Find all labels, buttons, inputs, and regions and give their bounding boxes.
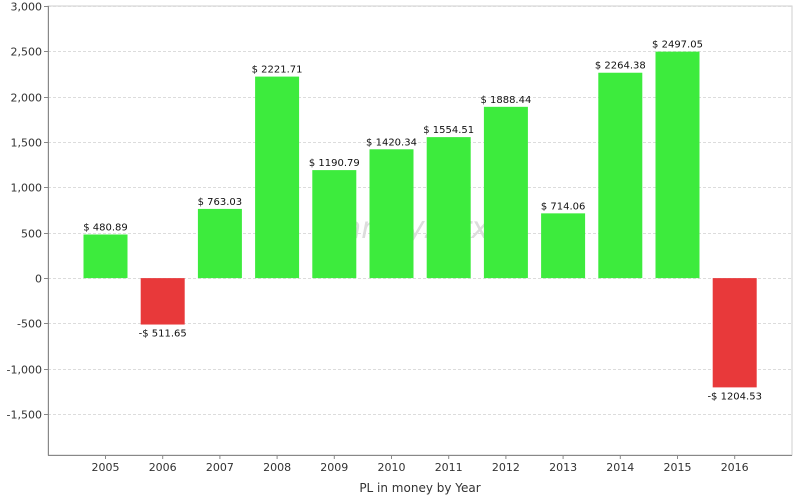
data-label-2007: $ 763.03 — [198, 197, 243, 208]
y-tick-label: 500 — [21, 228, 42, 241]
y-tick-label: -1,000 — [7, 364, 42, 377]
data-label-2012: $ 1888.44 — [480, 95, 531, 106]
y-tick-label: 0 — [35, 273, 42, 286]
bar-2007 — [197, 208, 242, 279]
x-tick-label-2007: 2007 — [206, 461, 234, 474]
bar-2008 — [255, 76, 300, 279]
bar-2012 — [483, 106, 528, 279]
x-tick-label-2006: 2006 — [149, 461, 177, 474]
data-label-2013: $ 714.06 — [541, 201, 586, 212]
x-tick-label-2014: 2014 — [606, 461, 634, 474]
bar-2006 — [140, 278, 185, 325]
x-tick-label-2013: 2013 — [549, 461, 577, 474]
data-label-2009: $ 1190.79 — [309, 158, 360, 169]
y-tick-label: 1,000 — [11, 182, 43, 195]
bars — [83, 51, 757, 388]
y-tick-label: -500 — [17, 318, 42, 331]
data-label-2014: $ 2264.38 — [595, 61, 646, 72]
bar-2015 — [655, 51, 700, 279]
data-label-2011: $ 1554.51 — [423, 125, 474, 136]
data-label-2015: $ 2497.05 — [652, 40, 703, 51]
bar-2010 — [369, 149, 414, 279]
bar-2011 — [426, 137, 471, 279]
x-tick-label-2005: 2005 — [92, 461, 120, 474]
y-tick-label: -1,500 — [7, 409, 42, 422]
axes: 3,000 2,500 2,000 1,500 1,000 500 0 -500 -1,000 -… — [7, 1, 792, 474]
x-axis-title: PL in money by Year — [359, 481, 480, 495]
x-tick-label-2011: 2011 — [435, 461, 463, 474]
bar-2014 — [598, 72, 643, 279]
data-label-2008: $ 2221.71 — [252, 65, 303, 76]
bar-2009 — [312, 170, 357, 279]
data-label-2016: -$ 1204.53 — [707, 391, 762, 402]
y-tick-label: 3,000 — [11, 1, 43, 14]
x-tick-label-2008: 2008 — [263, 461, 291, 474]
data-label-2005: $ 480.89 — [83, 223, 128, 234]
x-tick-label-2016: 2016 — [721, 461, 749, 474]
bar-2005 — [83, 234, 128, 279]
x-tick-label-2015: 2015 — [664, 461, 692, 474]
y-tick-label: 2,500 — [11, 46, 43, 59]
y-tick-label: 2,000 — [11, 92, 43, 105]
y-tick-label: 1,500 — [11, 137, 43, 150]
x-tick-label-2012: 2012 — [492, 461, 520, 474]
watermark-text: analyzerxl — [343, 211, 498, 246]
data-labels: $ 480.89 -$ 511.65 $ 763.03 $ 2221.71 $ 1190… — [83, 40, 762, 403]
x-tick-label-2009: 2009 — [320, 461, 348, 474]
bar-2013 — [541, 213, 586, 279]
x-tick-label-2010: 2010 — [378, 461, 406, 474]
data-label-2006: -$ 511.65 — [139, 329, 187, 340]
bar-2016 — [712, 278, 757, 388]
data-label-2010: $ 1420.34 — [366, 137, 417, 148]
